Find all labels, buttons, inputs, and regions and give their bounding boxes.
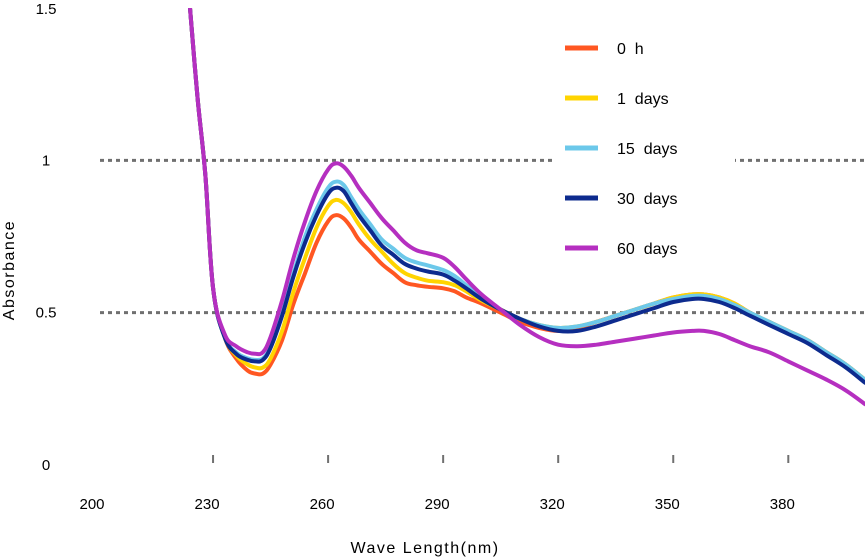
y-tick-label-1-5: 1.5 (36, 1, 57, 18)
series-line-5 (188, 8, 865, 407)
x-axis-label: Wave Length(nm) (350, 540, 499, 557)
x-tick-label-380: 380 (770, 496, 795, 513)
y-tick-label-1: 1 (42, 152, 50, 169)
series-line-4 (188, 8, 865, 385)
legend-label-5: 60 days (617, 241, 677, 258)
x-tick-label-350: 350 (655, 496, 680, 513)
x-tick-label-290: 290 (425, 496, 450, 513)
y-axis-label: Absorbance (1, 220, 18, 320)
legend-label-4: 30 days (617, 191, 677, 208)
legend: 0 h 1 days 15 days 30 days 60 days (555, 25, 735, 275)
x-axis-ticks: 200 230 260 290 320 350 380 (79, 455, 795, 513)
y-tick-label-0-5: 0.5 (36, 305, 57, 322)
legend-label-2: 1 days (617, 91, 669, 108)
x-tick-label-200: 200 (79, 496, 104, 513)
x-tick-label-260: 260 (310, 496, 335, 513)
legend-label-3: 15 days (617, 141, 677, 158)
x-tick-label-230: 230 (195, 496, 220, 513)
y-axis-ticks: 0 0.5 1 1.5 (36, 1, 57, 474)
legend-label-1: 0 h (617, 41, 644, 58)
y-tick-label-0: 0 (42, 457, 50, 474)
series-lines (188, 8, 865, 407)
x-tick-label-320: 320 (540, 496, 565, 513)
